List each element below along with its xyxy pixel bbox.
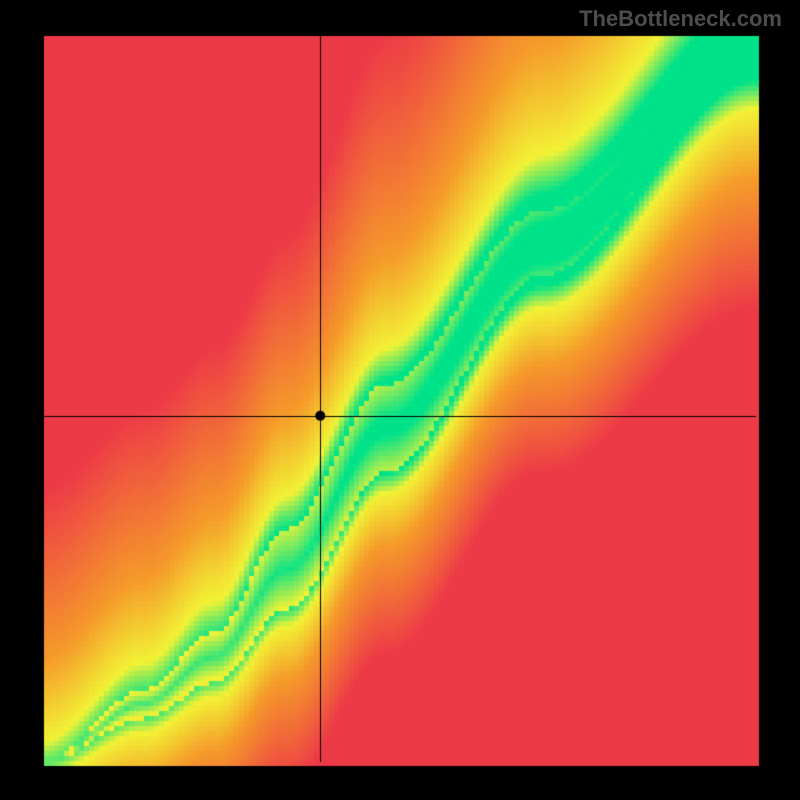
watermark-text: TheBottleneck.com (579, 6, 782, 32)
bottleneck-heatmap (0, 0, 800, 800)
